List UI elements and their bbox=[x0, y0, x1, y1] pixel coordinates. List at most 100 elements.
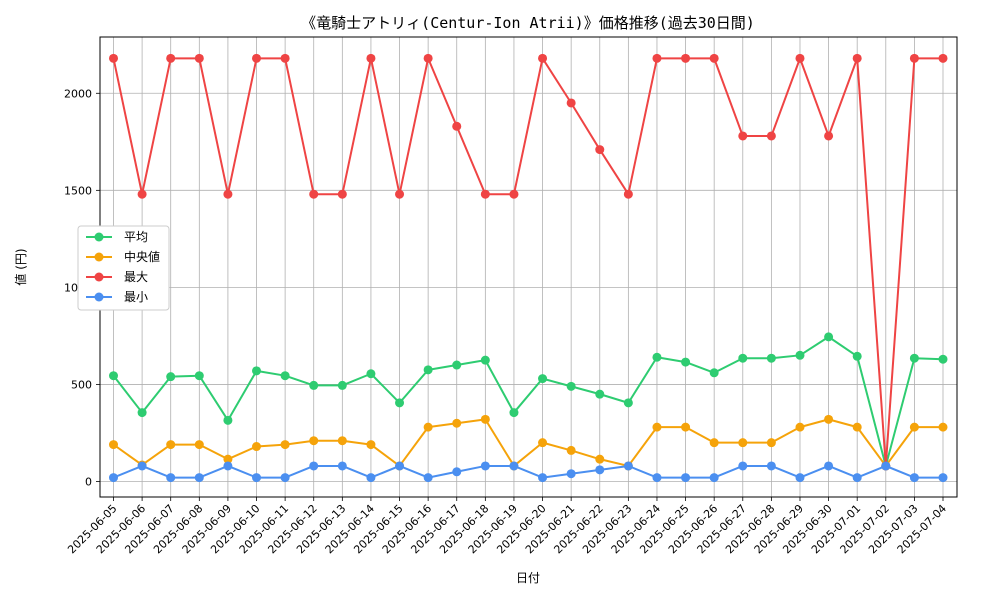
series-line bbox=[112, 57, 943, 467]
data-point bbox=[337, 189, 347, 199]
data-point bbox=[595, 145, 605, 155]
data-point bbox=[681, 357, 691, 367]
data-point bbox=[738, 353, 748, 363]
data-point bbox=[566, 98, 576, 108]
legend-item: 最小 bbox=[86, 290, 148, 304]
data-point bbox=[194, 440, 204, 450]
data-point bbox=[366, 440, 376, 450]
data-point bbox=[280, 473, 290, 483]
data-point bbox=[423, 473, 433, 483]
grid-lines bbox=[100, 37, 957, 497]
data-point bbox=[223, 415, 233, 425]
data-point bbox=[252, 53, 262, 63]
legend-box bbox=[77, 225, 170, 311]
data-point bbox=[595, 454, 605, 464]
data-point bbox=[452, 418, 462, 428]
series-0 bbox=[109, 332, 948, 471]
data-point bbox=[909, 473, 919, 483]
legend-label: 最大 bbox=[124, 270, 148, 284]
data-point bbox=[824, 131, 834, 141]
data-point bbox=[137, 408, 147, 418]
x-axis-label: 日付 bbox=[516, 571, 540, 585]
data-point bbox=[223, 189, 233, 199]
data-point bbox=[909, 53, 919, 63]
data-point bbox=[709, 368, 719, 378]
data-point bbox=[252, 473, 262, 483]
data-point bbox=[909, 353, 919, 363]
data-point bbox=[309, 380, 319, 390]
legend-swatch-marker bbox=[94, 272, 104, 282]
data-point bbox=[109, 473, 118, 483]
y-tick-label: 500 bbox=[71, 378, 92, 391]
data-point bbox=[538, 438, 548, 448]
series-line bbox=[112, 335, 944, 467]
data-point bbox=[938, 354, 948, 364]
data-point bbox=[280, 440, 290, 450]
data-point bbox=[166, 440, 176, 450]
data-point bbox=[280, 53, 290, 63]
data-point bbox=[480, 189, 490, 199]
data-point bbox=[280, 371, 290, 381]
data-point bbox=[395, 461, 405, 471]
data-point bbox=[194, 53, 204, 63]
data-point bbox=[423, 53, 433, 63]
legend-item: 平均 bbox=[86, 230, 148, 244]
data-point bbox=[223, 461, 233, 471]
legend-swatch-marker bbox=[94, 232, 104, 242]
data-point bbox=[824, 414, 834, 424]
data-point bbox=[423, 422, 433, 432]
data-point bbox=[309, 461, 319, 471]
data-point bbox=[852, 473, 862, 483]
data-point bbox=[309, 189, 319, 199]
data-point bbox=[738, 131, 748, 141]
data-point bbox=[795, 53, 805, 63]
data-point bbox=[538, 53, 548, 63]
data-point bbox=[623, 398, 633, 408]
legend-swatch-marker bbox=[94, 252, 104, 262]
data-point bbox=[795, 473, 805, 483]
data-point bbox=[137, 189, 147, 199]
data-point bbox=[452, 360, 462, 370]
data-point bbox=[881, 461, 891, 471]
data-point bbox=[166, 473, 176, 483]
data-point bbox=[652, 473, 662, 483]
data-point bbox=[566, 445, 576, 455]
data-point bbox=[166, 53, 176, 63]
data-point bbox=[109, 371, 118, 381]
chart-title: 《竜騎士アトリィ(Centur-Ion Atrii)》価格推移(過去30日間) bbox=[301, 14, 755, 32]
data-point bbox=[337, 436, 347, 446]
legend-label: 中央値 bbox=[124, 249, 160, 264]
data-point bbox=[652, 422, 662, 432]
series-2 bbox=[109, 53, 948, 471]
series-line bbox=[112, 418, 943, 467]
series-3 bbox=[109, 461, 948, 483]
data-point bbox=[623, 461, 633, 471]
legend-item: 中央値 bbox=[86, 249, 160, 264]
data-point bbox=[366, 473, 376, 483]
data-point bbox=[509, 461, 519, 471]
data-point bbox=[824, 332, 834, 342]
data-point bbox=[452, 121, 462, 131]
data-point bbox=[395, 398, 405, 408]
data-point bbox=[337, 461, 347, 471]
data-point bbox=[766, 353, 776, 363]
data-point bbox=[566, 469, 576, 479]
data-point bbox=[852, 422, 862, 432]
data-point bbox=[423, 365, 433, 375]
legend-swatch-marker bbox=[94, 292, 104, 302]
data-point bbox=[509, 408, 519, 418]
data-point bbox=[538, 374, 548, 384]
data-point bbox=[595, 465, 605, 475]
data-point bbox=[652, 352, 662, 362]
data-point bbox=[166, 372, 176, 382]
data-point bbox=[480, 414, 490, 424]
data-point bbox=[795, 422, 805, 432]
data-point bbox=[623, 189, 633, 199]
legend-label: 平均 bbox=[124, 230, 148, 244]
data-point bbox=[194, 473, 204, 483]
data-point bbox=[852, 351, 862, 361]
data-point bbox=[137, 461, 147, 471]
data-point bbox=[852, 53, 862, 63]
